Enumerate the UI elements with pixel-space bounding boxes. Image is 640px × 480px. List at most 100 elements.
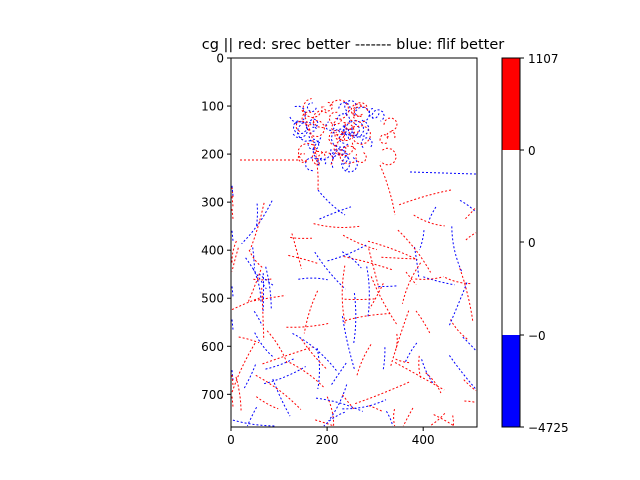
difference-stroke: [328, 384, 348, 422]
difference-stroke: [311, 150, 327, 166]
difference-stroke: [335, 122, 356, 142]
difference-stroke: [231, 396, 234, 407]
difference-stroke: [231, 247, 239, 272]
difference-stroke: [253, 311, 263, 326]
difference-stroke: [347, 120, 365, 139]
difference-stroke: [288, 105, 307, 123]
difference-stroke: [323, 411, 345, 427]
difference-stroke: [360, 137, 373, 148]
difference-stroke: [317, 157, 327, 166]
heatmap-axes: 0 200 400 0 100 200 300 400 500 600 700: [201, 52, 478, 447]
colorbar-tick-label: −0: [528, 329, 546, 343]
difference-stroke: [464, 400, 477, 403]
difference-stroke: [303, 290, 319, 334]
difference-stroke: [330, 128, 349, 148]
difference-stroke: [292, 119, 308, 135]
difference-stroke: [258, 273, 275, 287]
difference-stroke: [253, 294, 286, 302]
y-tick-label: 0: [216, 52, 224, 66]
difference-stroke: [459, 268, 474, 322]
difference-stroke: [317, 151, 334, 167]
difference-stroke: [413, 214, 445, 227]
difference-stroke: [462, 336, 477, 352]
difference-stroke: [379, 134, 389, 145]
x-tick-label: 200: [316, 433, 339, 447]
difference-stroke: [463, 379, 477, 392]
difference-stroke: [272, 378, 291, 417]
difference-stroke: [355, 381, 410, 405]
colorbar-tick-label: 0: [528, 144, 536, 158]
y-tick-label: 600: [201, 340, 224, 354]
plot-frame: [230, 57, 478, 428]
x-axis: 0 200 400: [227, 427, 435, 447]
difference-stroke: [394, 362, 445, 391]
difference-stroke: [330, 362, 347, 386]
colorbar-tick-label: 0: [528, 236, 536, 250]
x-tick-label: 400: [412, 433, 435, 447]
difference-stroke: [231, 230, 234, 241]
difference-stroke: [344, 99, 357, 112]
y-tick-label: 300: [201, 196, 224, 210]
difference-stroke: [315, 397, 363, 412]
difference-stroke: [266, 330, 288, 365]
difference-stroke: [367, 240, 418, 261]
difference-stroke: [342, 394, 356, 411]
difference-stroke: [405, 271, 417, 286]
difference-stroke: [370, 276, 397, 325]
difference-stroke: [304, 157, 320, 172]
difference-stroke: [449, 319, 468, 340]
y-tick-label: 700: [201, 388, 224, 402]
difference-stroke: [246, 407, 258, 427]
difference-stroke: [333, 143, 347, 156]
colorbar-segment-negative: [502, 335, 520, 427]
difference-stroke: [393, 409, 396, 427]
colorbar-segment-zero: [502, 150, 520, 335]
difference-stroke: [459, 199, 477, 213]
difference-stroke: [231, 286, 234, 297]
difference-stroke: [402, 407, 414, 427]
colorbar-tick-label: −4725: [528, 421, 569, 435]
difference-stroke: [249, 202, 265, 250]
difference-stroke: [288, 254, 320, 265]
difference-stroke: [265, 266, 272, 311]
difference-stroke: [231, 185, 234, 196]
difference-stroke: [366, 266, 370, 318]
difference-stroke: [312, 141, 332, 161]
difference-stroke: [390, 310, 410, 366]
difference-stroke: [253, 278, 273, 281]
difference-stroke: [289, 362, 326, 389]
difference-stroke: [415, 310, 431, 334]
difference-stroke: [465, 206, 477, 220]
y-axis: 0 100 200 300 400 500 600 700: [201, 52, 231, 402]
difference-stroke: [382, 347, 386, 372]
difference-stroke: [395, 358, 411, 364]
difference-stroke: [232, 419, 275, 427]
difference-stroke: [452, 415, 454, 426]
difference-stroke: [326, 396, 335, 426]
difference-stroke: [231, 208, 234, 219]
difference-stroke: [292, 332, 339, 373]
difference-stroke: [378, 285, 398, 287]
difference-stroke: [308, 130, 322, 143]
difference-stroke: [428, 206, 437, 222]
difference-stroke: [421, 359, 434, 385]
difference-stroke: [348, 126, 359, 137]
difference-stroke: [341, 316, 356, 371]
difference-stroke: [383, 117, 398, 132]
difference-stroke: [339, 145, 357, 165]
difference-stroke: [231, 295, 266, 311]
difference-stroke: [241, 200, 273, 245]
difference-stroke: [231, 319, 234, 330]
difference-stroke: [429, 412, 446, 427]
difference-stroke: [336, 113, 351, 127]
x-tick-label: 0: [227, 433, 235, 447]
difference-stroke: [381, 256, 417, 260]
difference-stroke: [342, 399, 387, 410]
difference-stroke: [298, 277, 328, 281]
difference-stroke: [301, 109, 319, 191]
difference-stroke: [343, 256, 393, 271]
difference-stroke: [397, 229, 432, 273]
difference-stroke: [353, 293, 357, 345]
difference-stroke: [302, 97, 323, 119]
difference-stroke: [262, 346, 314, 365]
